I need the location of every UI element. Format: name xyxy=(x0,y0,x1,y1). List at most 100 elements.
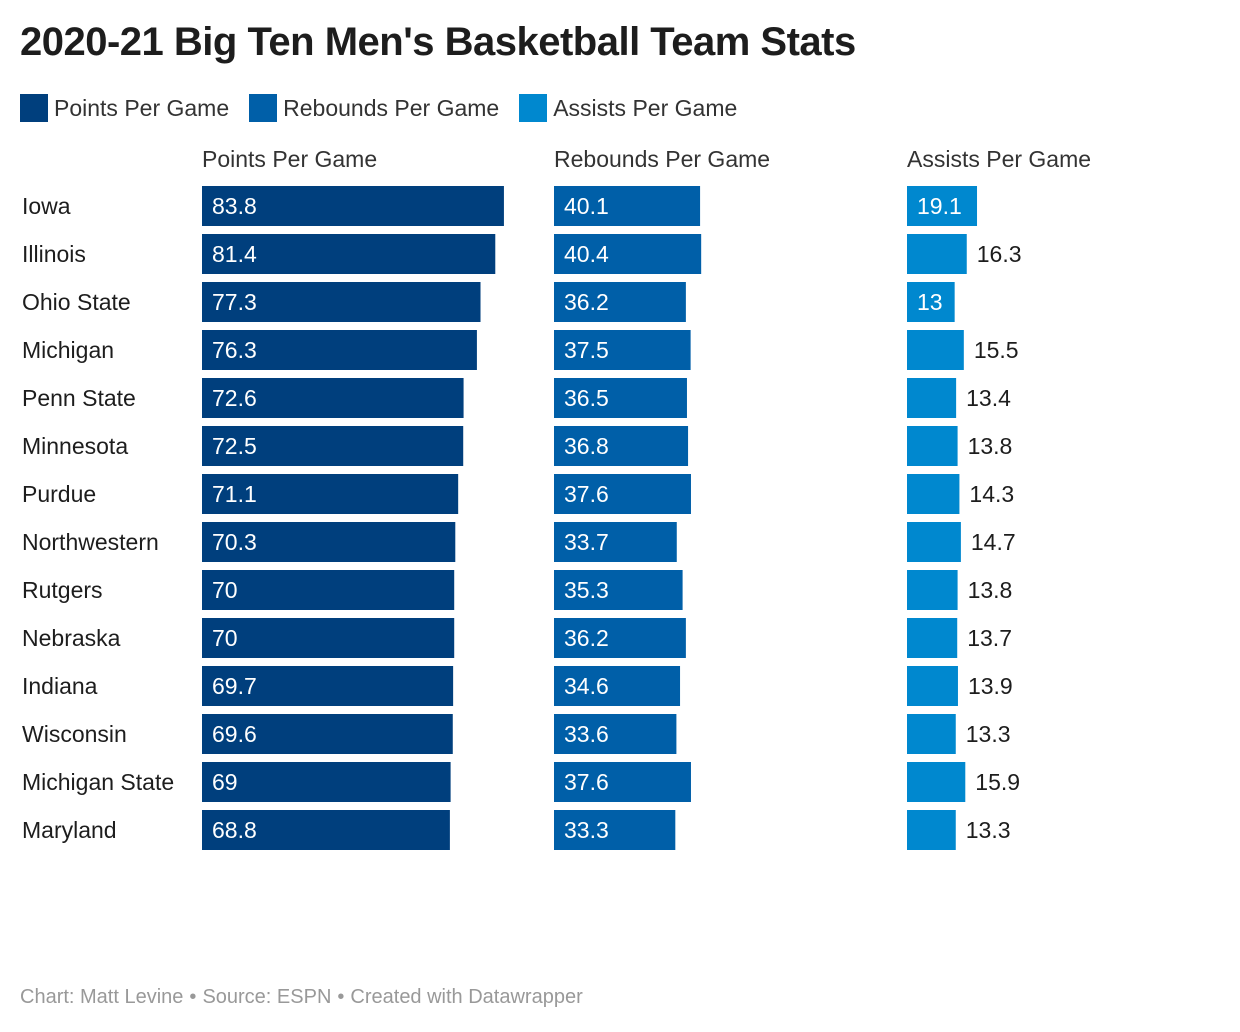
bar-points-per-game-michigan xyxy=(202,330,477,370)
bar-assists-per-game-iowa xyxy=(907,186,978,226)
value-label-points-per-game-ohio-state: 77.3 xyxy=(212,289,257,315)
value-label-assists-per-game-nebraska: 13.7 xyxy=(967,625,1012,651)
category-label-rutgers: Rutgers xyxy=(22,577,103,603)
legend-swatch-assists xyxy=(519,94,548,122)
value-label-points-per-game-illinois: 81.4 xyxy=(212,241,257,267)
bar-points-per-game-ohio-state xyxy=(202,282,481,322)
bar-assists-per-game-rutgers xyxy=(907,570,958,610)
value-label-rebounds-per-game-maryland: 33.3 xyxy=(564,817,609,843)
value-label-points-per-game-rutgers: 70 xyxy=(212,577,238,603)
bar-assists-per-game-purdue xyxy=(907,474,960,514)
category-label-purdue: Purdue xyxy=(22,481,96,507)
bar-assists-per-game-wisconsin xyxy=(907,714,956,754)
value-label-points-per-game-purdue: 71.1 xyxy=(212,481,257,507)
bar-assists-per-game-penn-state xyxy=(907,378,957,418)
value-label-points-per-game-michigan-state: 69 xyxy=(212,769,238,795)
value-label-rebounds-per-game-michigan: 37.5 xyxy=(564,337,609,363)
bar-rebounds-per-game-illinois xyxy=(554,234,702,274)
bar-assists-per-game-indiana xyxy=(907,666,958,706)
bar-rebounds-per-game-purdue xyxy=(554,474,691,514)
column-header-points: Points Per Game xyxy=(202,146,378,172)
legend-swatch-rebounds xyxy=(249,94,278,122)
column-header-rebounds: Rebounds Per Game xyxy=(554,146,771,172)
category-label-northwestern: Northwestern xyxy=(22,529,159,555)
bar-rebounds-per-game-ohio-state xyxy=(554,282,686,322)
bar-points-per-game-penn-state xyxy=(202,378,464,418)
chart-credit: Chart: Matt Levine xyxy=(20,986,184,1008)
bar-points-per-game-maryland xyxy=(202,810,450,850)
value-label-points-per-game-maryland: 68.8 xyxy=(212,817,257,843)
legend-item-points: Points Per Game xyxy=(20,94,229,122)
value-label-rebounds-per-game-michigan-state: 37.6 xyxy=(564,769,609,795)
bar-assists-per-game-ohio-state xyxy=(907,282,955,322)
value-label-rebounds-per-game-rutgers: 35.3 xyxy=(564,577,609,603)
bar-rebounds-per-game-michigan xyxy=(554,330,691,370)
value-label-points-per-game-northwestern: 70.3 xyxy=(212,529,257,555)
bar-points-per-game-iowa xyxy=(202,186,504,226)
value-label-assists-per-game-michigan-state: 15.9 xyxy=(975,769,1020,795)
legend-item-assists: Assists Per Game xyxy=(519,94,737,122)
value-label-assists-per-game-maryland: 13.3 xyxy=(966,817,1011,843)
bar-points-per-game-michigan-state xyxy=(202,762,451,802)
value-label-rebounds-per-game-nebraska: 36.2 xyxy=(564,625,609,651)
bar-rebounds-per-game-iowa xyxy=(554,186,701,226)
value-label-points-per-game-michigan: 76.3 xyxy=(212,337,257,363)
value-label-points-per-game-nebraska: 70 xyxy=(212,625,238,651)
value-label-assists-per-game-michigan: 15.5 xyxy=(974,337,1019,363)
category-label-maryland: Maryland xyxy=(22,817,117,843)
category-label-ohio-state: Ohio State xyxy=(22,289,131,315)
value-label-assists-per-game-rutgers: 13.8 xyxy=(968,577,1013,603)
created-with-credit: Created with Datawrapper xyxy=(350,986,583,1008)
bar-points-per-game-rutgers xyxy=(202,570,455,610)
column-header-assists: Assists Per Game xyxy=(907,146,1092,172)
bar-assists-per-game-northwestern xyxy=(907,522,961,562)
bar-rebounds-per-game-indiana xyxy=(554,666,681,706)
bar-assists-per-game-nebraska xyxy=(907,618,958,658)
legend: Points Per Game Rebounds Per Game Assist… xyxy=(20,92,757,124)
source-credit: Source: ESPN xyxy=(202,986,332,1008)
category-label-indiana: Indiana xyxy=(22,673,98,699)
category-label-iowa: Iowa xyxy=(22,193,71,219)
value-label-rebounds-per-game-indiana: 34.6 xyxy=(564,673,609,699)
category-label-nebraska: Nebraska xyxy=(22,625,121,651)
bar-rebounds-per-game-minnesota xyxy=(554,426,689,466)
bar-rebounds-per-game-nebraska xyxy=(554,618,686,658)
bar-points-per-game-illinois xyxy=(202,234,496,274)
bar-rebounds-per-game-wisconsin xyxy=(554,714,677,754)
value-label-rebounds-per-game-illinois: 40.4 xyxy=(564,241,609,267)
bar-points-per-game-nebraska xyxy=(202,618,455,658)
category-label-penn-state: Penn State xyxy=(22,385,136,411)
category-label-michigan-state: Michigan State xyxy=(22,769,174,795)
value-label-points-per-game-indiana: 69.7 xyxy=(212,673,257,699)
value-label-rebounds-per-game-ohio-state: 36.2 xyxy=(564,289,609,315)
value-label-assists-per-game-minnesota: 13.8 xyxy=(968,433,1013,459)
value-label-assists-per-game-illinois: 16.3 xyxy=(977,241,1022,267)
bar-rebounds-per-game-northwestern xyxy=(554,522,677,562)
bar-points-per-game-indiana xyxy=(202,666,454,706)
value-label-rebounds-per-game-iowa: 40.1 xyxy=(564,193,609,219)
value-label-rebounds-per-game-wisconsin: 33.6 xyxy=(564,721,609,747)
legend-item-rebounds: Rebounds Per Game xyxy=(249,94,499,122)
value-label-assists-per-game-northwestern: 14.7 xyxy=(971,529,1016,555)
bar-assists-per-game-illinois xyxy=(907,234,967,274)
value-label-assists-per-game-purdue: 14.3 xyxy=(969,481,1014,507)
value-label-points-per-game-wisconsin: 69.6 xyxy=(212,721,257,747)
value-label-assists-per-game-wisconsin: 13.3 xyxy=(966,721,1011,747)
footer: Chart: Matt Levine • Source: ESPN • Created … xyxy=(20,986,583,1008)
category-label-illinois: Illinois xyxy=(22,241,86,267)
legend-label-assists: Assists Per Game xyxy=(553,94,738,121)
value-label-points-per-game-minnesota: 72.5 xyxy=(212,433,257,459)
value-label-rebounds-per-game-penn-state: 36.5 xyxy=(564,385,609,411)
bar-points-per-game-purdue xyxy=(202,474,459,514)
legend-swatch-points xyxy=(20,94,48,122)
bar-assists-per-game-michigan-state xyxy=(907,762,966,802)
value-label-points-per-game-iowa: 83.8 xyxy=(212,193,257,219)
bar-assists-per-game-maryland xyxy=(907,810,956,850)
value-label-assists-per-game-indiana: 13.9 xyxy=(968,673,1013,699)
bar-points-per-game-minnesota xyxy=(202,426,464,466)
bar-rebounds-per-game-michigan-state xyxy=(554,762,691,802)
category-label-minnesota: Minnesota xyxy=(22,433,128,459)
chart-title: 2020-21 Big Ten Men's Basketball Team St… xyxy=(20,20,856,64)
bar-rebounds-per-game-penn-state xyxy=(554,378,687,418)
